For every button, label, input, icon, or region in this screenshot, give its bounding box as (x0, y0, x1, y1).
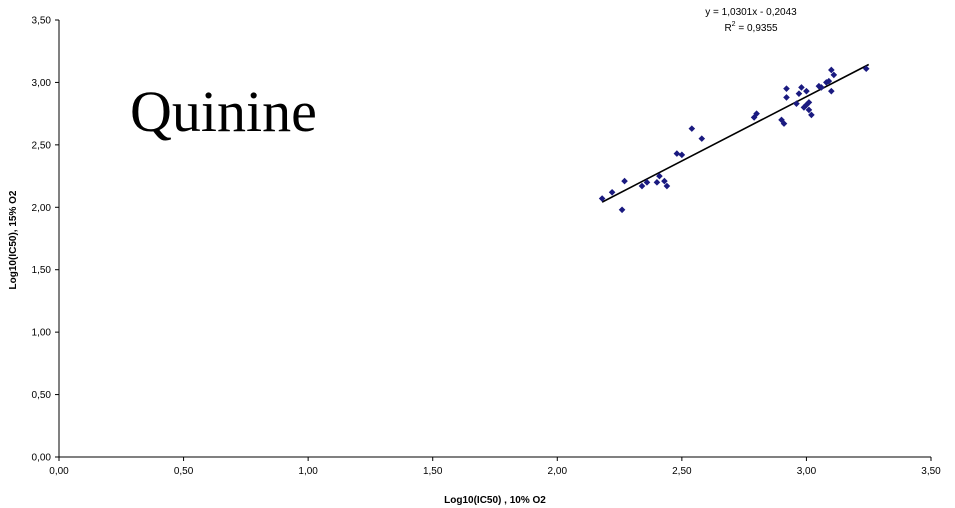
y-tick-label: 1,00 (32, 328, 52, 339)
data-point (780, 120, 788, 127)
data-point (825, 77, 833, 85)
data-point (805, 106, 813, 114)
data-point (673, 150, 681, 157)
y-tick-label: 2,50 (32, 140, 52, 151)
x-tick-label: 1,00 (298, 466, 318, 477)
x-axis-title: Log10(IC50) , 10% O2 (444, 495, 546, 506)
chart-title: Quinine (130, 79, 317, 144)
x-tick-label: 3,50 (921, 466, 941, 477)
y-axis: 0,00 0,50 1,00 1,50 2,00 2,50 3,00 3,50 (32, 16, 60, 464)
data-point (823, 79, 830, 86)
trendline-equation: y = 1,0301x - 0,2043 (705, 7, 797, 18)
data-point (598, 195, 606, 202)
x-tick-label: 3,00 (797, 466, 817, 477)
x-axis: 0,00 0,50 1,00 1,50 2,00 2,50 3,00 3,50 (49, 456, 941, 477)
data-point (621, 177, 628, 185)
trendline-group (601, 63, 870, 203)
data-point (653, 179, 661, 186)
data-point (643, 179, 651, 186)
r2-superscript: 2 (732, 21, 736, 28)
y-tick-label: 0,50 (32, 390, 52, 401)
data-point (608, 189, 616, 196)
trendline-r-squared: R2 = 0,9355 (724, 21, 778, 34)
x-tick-label: 1,50 (423, 466, 443, 477)
data-point (818, 84, 825, 91)
r2-value: = 0,9355 (736, 23, 778, 34)
data-point (698, 135, 706, 142)
data-point (828, 66, 835, 74)
y-tick-label: 2,00 (32, 203, 52, 214)
data-point (778, 116, 785, 124)
x-tick-label: 0,50 (174, 466, 194, 477)
data-point (793, 100, 800, 107)
data-point (808, 111, 815, 119)
data-point (688, 125, 696, 132)
data-point (783, 85, 790, 92)
data-point (800, 104, 808, 111)
data-point (798, 84, 805, 91)
data-point (828, 87, 835, 95)
data-point (862, 65, 870, 72)
data-point (638, 182, 646, 190)
y-tick-label: 3,50 (32, 16, 52, 27)
y-tick-label: 1,50 (32, 265, 52, 276)
x-tick-label: 0,00 (49, 466, 69, 477)
data-point (618, 206, 626, 214)
data-point (803, 87, 810, 95)
trendline (601, 63, 870, 203)
data-point (663, 182, 671, 190)
y-tick-label: 3,00 (32, 78, 52, 89)
data-point (678, 151, 686, 159)
data-point (803, 101, 810, 109)
data-point (830, 71, 838, 79)
data-point (661, 177, 668, 185)
data-point (656, 172, 663, 180)
data-point (805, 99, 813, 106)
data-point (753, 110, 760, 117)
y-tick-label: 0,00 (32, 453, 52, 464)
x-tick-label: 2,50 (672, 466, 692, 477)
y-axis-title: Log10(IC50), 15% O2 (8, 190, 19, 289)
r2-prefix: R (724, 23, 731, 34)
data-points (598, 65, 870, 214)
data-point (783, 94, 790, 101)
data-point (795, 90, 803, 97)
x-tick-label: 2,00 (548, 466, 568, 477)
